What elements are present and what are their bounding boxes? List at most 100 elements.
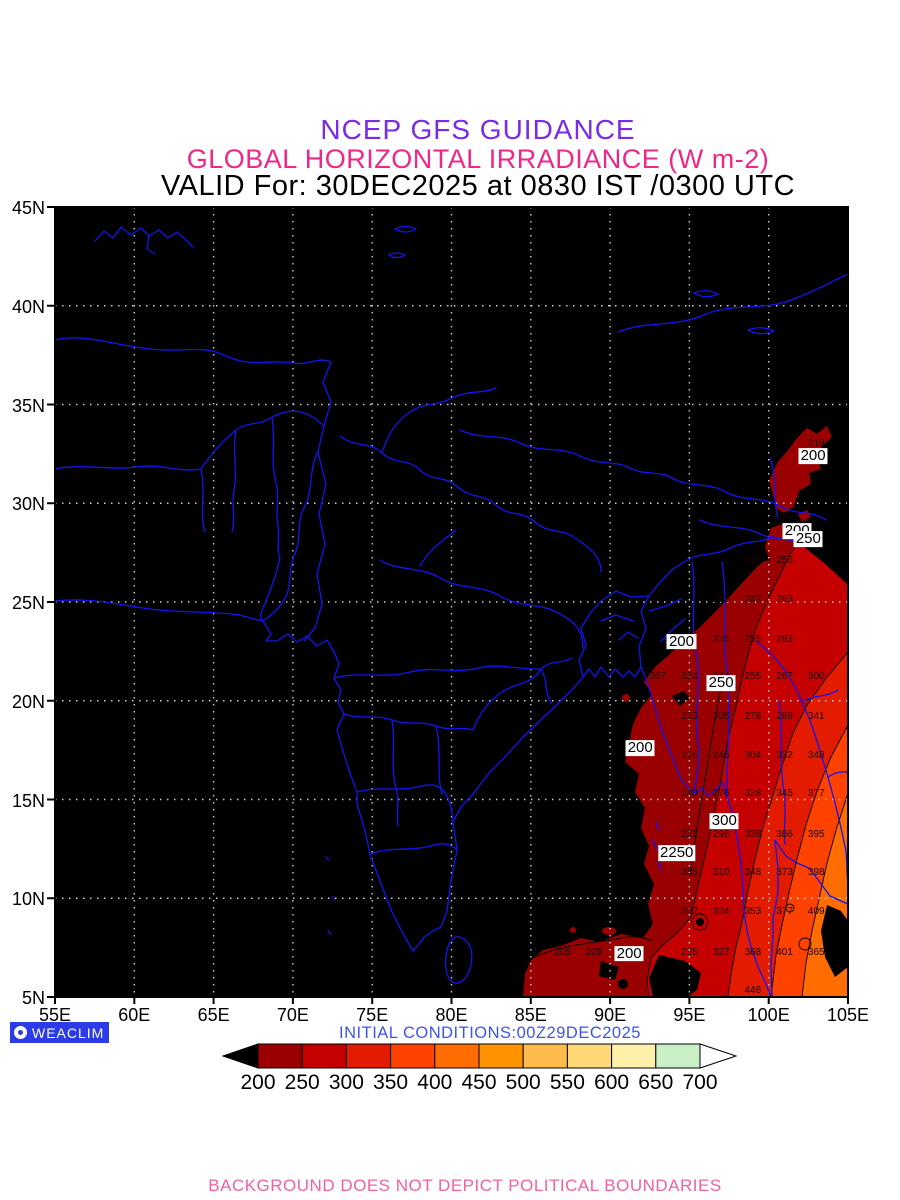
- grid-point-value: 348: [807, 750, 825, 762]
- y-axis-label: 25N: [11, 593, 45, 613]
- coastline-caspian: [94, 226, 194, 255]
- grid-point-value: 205: [554, 946, 571, 958]
- coastline-sri-lanka: [444, 936, 473, 984]
- region-hole: [599, 961, 619, 980]
- colorbar-cell: [257, 1043, 303, 1069]
- map-frame: [54, 206, 849, 998]
- border-north: [55, 337, 332, 365]
- grid-point-value: 236: [744, 554, 762, 566]
- x-axis-label: 60E: [118, 1005, 151, 1025]
- grid-point-value: 263: [776, 594, 793, 606]
- region-hole: [672, 691, 690, 706]
- colorbar-tick-label: 650: [638, 1071, 674, 1094]
- river-ganges: [379, 529, 584, 649]
- region-speck: [602, 927, 616, 935]
- border-bangladesh: [578, 560, 687, 678]
- grid-point-value: 341: [807, 710, 825, 722]
- weaclim-logo-text: WEACLIM: [32, 1024, 105, 1041]
- colorbar-left-arrow: [221, 1043, 259, 1069]
- grid-point-value: 409: [807, 906, 825, 918]
- grid-point-value: 398: [807, 866, 825, 878]
- grid-point-value: 310: [712, 866, 730, 878]
- border-afghanistan: [303, 361, 332, 642]
- grid-point-value: 377: [776, 906, 793, 918]
- colorbar-tick-label: 450: [461, 1071, 497, 1094]
- y-axis-label: 10N: [11, 889, 45, 910]
- grid-point-value: 373: [776, 866, 793, 878]
- region-hole: [821, 905, 848, 977]
- contour-label: 2250: [658, 843, 696, 861]
- region-speck: [589, 952, 595, 958]
- colorbar: [221, 1043, 738, 1069]
- colorbar-right-arrow: [699, 1043, 738, 1069]
- grid-point-value: 446: [744, 985, 762, 997]
- colorbar-tick-label: 500: [505, 1071, 541, 1094]
- grid-point-value: 242: [744, 594, 762, 606]
- contour-label: 200: [625, 739, 655, 757]
- border-southeast-asia: [756, 641, 848, 885]
- colorbar-tick-label: 600: [594, 1071, 630, 1094]
- x-axis-label: 105E: [826, 1005, 870, 1025]
- grid-point-value: 216: [681, 750, 698, 762]
- colorbar-tick-label: 350: [373, 1071, 409, 1094]
- colorbar-tick-label: 300: [328, 1071, 364, 1094]
- grid-point-value: 288: [776, 710, 793, 722]
- river-himalaya: [339, 387, 602, 573]
- grid-point-value: 332: [776, 750, 793, 762]
- axis-ticks: [47, 206, 849, 1004]
- grid-point-value: 233: [681, 710, 698, 722]
- colorbar-tick-label: 550: [549, 1071, 585, 1094]
- islands-lakshadweep: [325, 856, 336, 935]
- latlon-gridlines: [55, 207, 848, 997]
- grid-point-value: 267: [776, 671, 793, 683]
- grid-point-value: 338: [744, 829, 762, 841]
- grid-point-value: 327: [712, 946, 730, 958]
- colorbar-cell: [522, 1043, 568, 1069]
- variable-title: GLOBAL HORIZONTAL IRRADIANCE (W m-2): [186, 144, 770, 174]
- grid-point-value: 401: [776, 946, 793, 958]
- grid-point-value: 300: [807, 671, 825, 683]
- colorbar-cell: [434, 1043, 480, 1069]
- grid-point-value: 207: [649, 671, 667, 683]
- y-axis-label: 30N: [11, 494, 45, 515]
- irradiance-shading: [523, 426, 848, 997]
- grid-point-value: 203: [712, 594, 730, 606]
- river-indus: [262, 451, 319, 622]
- colorbar-tick-label: 200: [240, 1071, 276, 1094]
- x-axis-label: 75E: [356, 1005, 389, 1025]
- region-speck: [622, 694, 630, 702]
- border-iran: [55, 410, 325, 533]
- x-axis-label: 80E: [435, 1005, 468, 1025]
- river-tarim: [617, 273, 848, 333]
- grid-point-value: 240: [681, 787, 698, 799]
- page-title: NCEP GFS GUIDANCE: [320, 114, 636, 145]
- grid-point-value: 255: [744, 633, 762, 645]
- weaclim-ring-icon: [14, 1026, 27, 1039]
- contour-label: 250: [793, 529, 823, 547]
- grid-point-value: 368: [744, 946, 762, 958]
- grid-point-value: 278: [744, 710, 762, 722]
- grid-point-value: 235: [681, 946, 698, 958]
- y-axis-label: 45N: [11, 198, 45, 218]
- colorbar-tick-label: 700: [682, 1071, 718, 1094]
- grid-point-value: 221: [681, 829, 698, 841]
- x-axis-label: 65E: [197, 1005, 230, 1025]
- colorbar-cell: [478, 1043, 524, 1069]
- region-speck: [570, 927, 576, 933]
- grid-point-value: 283: [776, 633, 793, 645]
- contour-label: 200: [798, 446, 828, 464]
- x-axis-label: 55E: [38, 1005, 72, 1025]
- y-axis-label: 35N: [11, 395, 45, 416]
- colorbar-cell: [301, 1043, 347, 1069]
- coastline-gulf-of-thailand: [770, 839, 848, 997]
- grid-point-value: 246: [712, 750, 730, 762]
- river-tibet: [459, 429, 827, 562]
- grid-point-value: 256: [776, 554, 793, 566]
- lake: [693, 290, 775, 335]
- colorbar-cell: [611, 1043, 657, 1069]
- y-axis-label: 15N: [11, 790, 45, 811]
- coastlines-and-boundaries: [55, 225, 848, 997]
- coastline-makran: [55, 599, 278, 642]
- grid-point-value: 276: [712, 787, 730, 799]
